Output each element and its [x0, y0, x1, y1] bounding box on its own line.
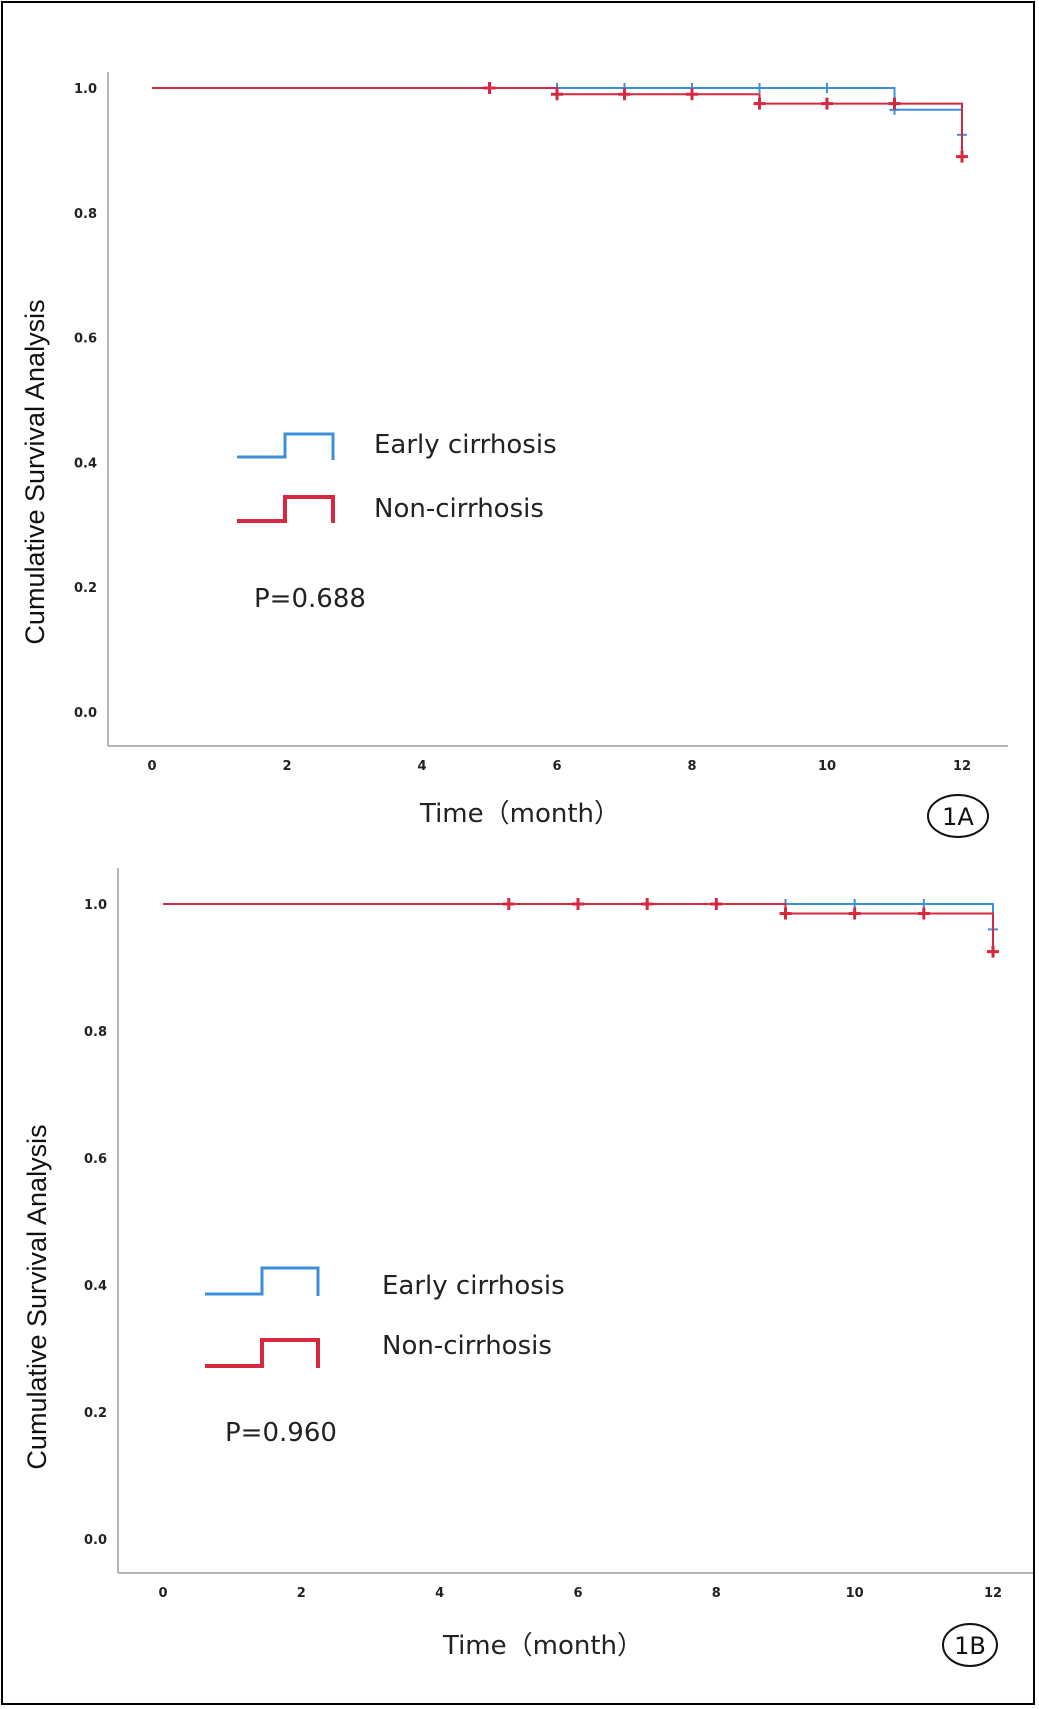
x-tick-label: 6 — [552, 759, 561, 774]
x-tick-label: 2 — [297, 1586, 306, 1601]
chart-panel-1a: Cumulative Survival Analysis Time（month）… — [20, 72, 1008, 838]
legend-label: Non-cirrhosis — [374, 494, 544, 524]
x-tick-label: 8 — [687, 759, 696, 774]
censor-mark — [822, 83, 832, 93]
censor-mark — [779, 907, 792, 920]
censor-mark — [917, 907, 930, 920]
x-tick-label: 4 — [435, 1586, 444, 1601]
legend-item-early-cirrhosis: Early cirrhosis — [237, 430, 557, 460]
x-tick-label: 10 — [846, 1586, 864, 1601]
x-tick-label: 0 — [147, 759, 156, 774]
censor-mark — [918, 899, 929, 909]
p-value-label: P=0.688 — [254, 584, 366, 614]
censor-mark — [686, 88, 698, 101]
y-axis-label: Cumulative Survival Analysis — [20, 299, 50, 644]
censor-mark — [987, 945, 999, 958]
censor-mark — [551, 88, 563, 101]
y-tick-label: 0.6 — [84, 1152, 107, 1167]
y-tick-label: 0.4 — [74, 456, 97, 471]
censor-mark — [888, 97, 901, 110]
legend-label: Early cirrhosis — [382, 1271, 565, 1301]
censor-mark — [754, 83, 765, 93]
y-tick-label: 0.0 — [84, 1533, 107, 1548]
y-tick-label: 0.8 — [74, 207, 97, 222]
p-value-label: P=0.960 — [225, 1418, 337, 1448]
y-tick-label: 1.0 — [74, 82, 97, 97]
survival-line-non-cirrhosis — [163, 903, 994, 952]
y-tick-label: 0.2 — [74, 581, 97, 596]
legend-item-non-cirrhosis: Non-cirrhosis — [205, 1331, 552, 1368]
x-tick-label: 0 — [158, 1586, 167, 1601]
censor-mark — [483, 82, 496, 94]
chart-panel-1b: Cumulative Survival Analysis Time（month）… — [22, 868, 1033, 1667]
legend-swatch-non-cirrhosis — [237, 495, 335, 523]
legend-item-non-cirrhosis: Non-cirrhosis — [237, 494, 544, 524]
censor-mark — [753, 97, 766, 110]
x-tick-label: 2 — [282, 759, 291, 774]
panel-tag-label: 1A — [942, 803, 974, 831]
survival-line-non-cirrhosis — [152, 87, 963, 157]
panel-tag-1a: 1A — [927, 794, 989, 838]
legend-label: Non-cirrhosis — [382, 1331, 552, 1361]
y-tick-label: 0.0 — [74, 706, 97, 721]
panel-tag-label: 1B — [954, 1632, 986, 1660]
x-tick-label: 12 — [953, 759, 971, 774]
y-tick-label: 0.4 — [84, 1279, 107, 1294]
x-tick-label: 6 — [573, 1586, 582, 1601]
censor-mark — [849, 899, 860, 909]
x-axis-label: Time（month） — [442, 1631, 643, 1661]
y-tick-label: 1.0 — [84, 898, 107, 913]
censor-mark — [618, 88, 631, 101]
censor-mark — [710, 898, 723, 910]
censor-mark — [572, 898, 584, 910]
legend: Early cirrhosis Non-cirrhosis — [205, 1266, 565, 1368]
legend-swatch-non-cirrhosis — [205, 1338, 320, 1368]
y-tick-label: 0.8 — [84, 1025, 107, 1040]
legend-swatch-early-cirrhosis — [237, 432, 335, 460]
legend-item-early-cirrhosis: Early cirrhosis — [205, 1266, 565, 1301]
legend-swatch-early-cirrhosis — [205, 1266, 320, 1296]
x-tick-label: 10 — [818, 759, 836, 774]
x-axis-label: Time（month） — [419, 799, 620, 829]
y-tick-label: 0.6 — [74, 332, 97, 347]
censor-mark — [848, 907, 861, 920]
x-tick-label: 8 — [712, 1586, 721, 1601]
legend-label: Early cirrhosis — [374, 430, 557, 460]
censor-mark — [821, 97, 833, 110]
x-tick-label: 4 — [417, 759, 426, 774]
legend: Early cirrhosis Non-cirrhosis — [237, 430, 557, 524]
censor-mark — [956, 150, 968, 163]
y-axis-label: Cumulative Survival Analysis — [22, 1124, 52, 1469]
censor-mark — [502, 898, 515, 910]
y-tick-label: 0.2 — [84, 1406, 107, 1421]
panel-tag-1b: 1B — [942, 1623, 998, 1667]
censor-mark — [641, 898, 654, 910]
x-tick-label: 12 — [984, 1586, 1002, 1601]
